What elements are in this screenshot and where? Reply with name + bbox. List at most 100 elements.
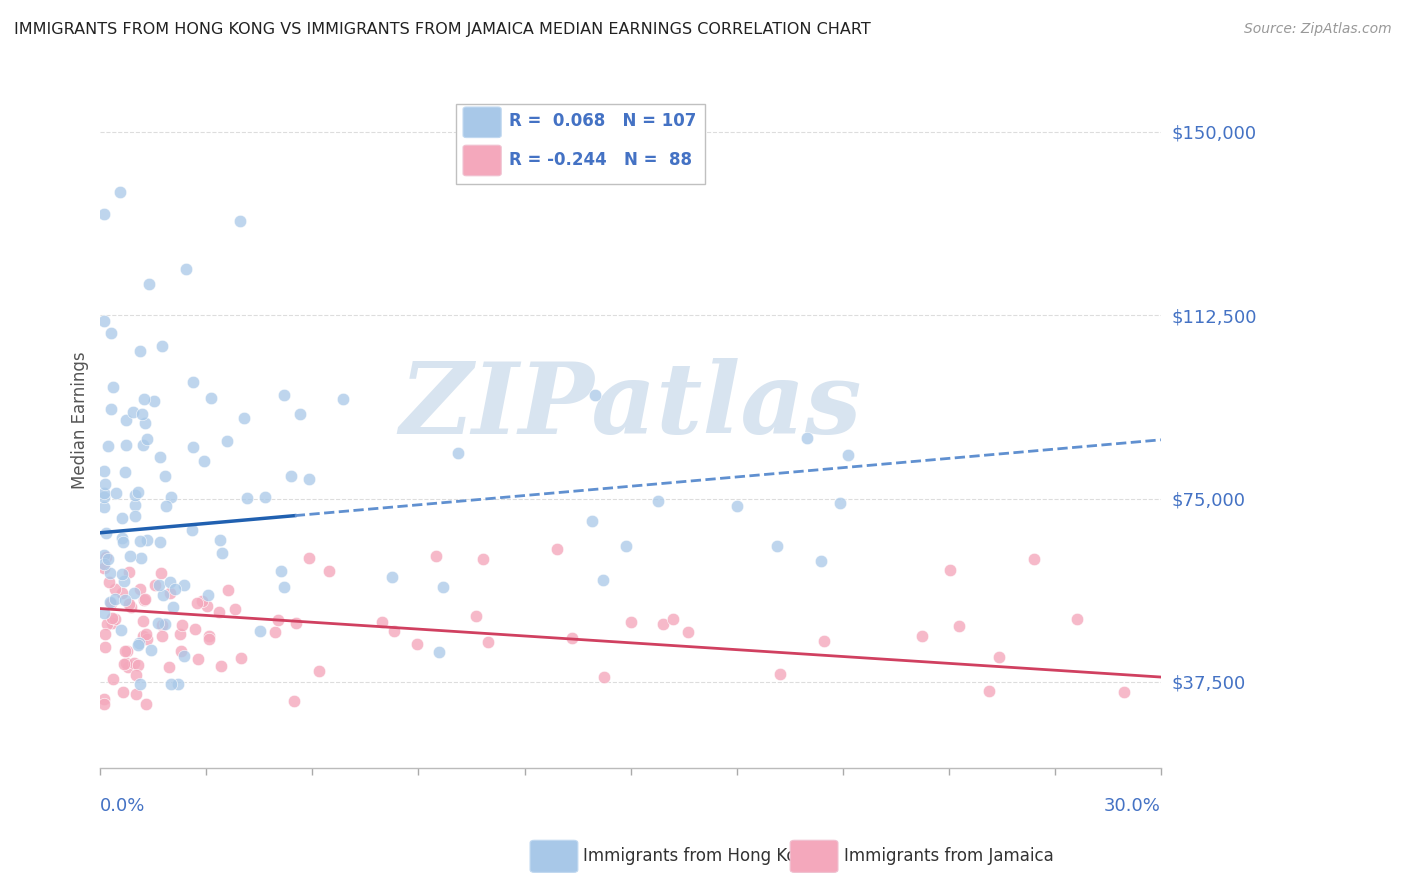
Point — [127, 658, 149, 673]
Point — [159, 574, 181, 589]
Point — [101, 379, 124, 393]
Point — [229, 214, 252, 228]
Point — [153, 468, 176, 483]
Point — [94, 477, 117, 491]
Point — [112, 535, 135, 549]
Point — [583, 388, 606, 402]
Point — [231, 650, 253, 665]
Point — [124, 687, 146, 701]
Point — [979, 683, 1001, 698]
Text: ZIPatlas: ZIPatlas — [399, 358, 862, 455]
Point — [93, 500, 115, 515]
Point — [127, 485, 149, 500]
Text: Immigrants from Jamaica: Immigrants from Jamaica — [844, 847, 1053, 865]
Point — [200, 392, 222, 406]
Point — [273, 580, 295, 594]
Point — [150, 617, 173, 632]
Point — [308, 665, 330, 679]
Point — [169, 627, 191, 641]
Point — [118, 565, 141, 579]
Point — [150, 629, 173, 643]
Point — [122, 405, 145, 419]
Point — [115, 657, 138, 671]
Point — [122, 586, 145, 600]
Point — [132, 614, 155, 628]
Point — [93, 314, 115, 328]
Point — [125, 668, 148, 682]
Point — [172, 618, 194, 632]
Text: R = -0.244   N =  88: R = -0.244 N = 88 — [509, 151, 692, 169]
Point — [191, 593, 214, 607]
Point — [104, 592, 127, 607]
Point — [174, 261, 197, 276]
Point — [114, 413, 136, 427]
Point — [120, 549, 142, 563]
Point — [129, 551, 152, 566]
Point — [948, 619, 970, 633]
Point — [97, 438, 120, 452]
Point — [110, 531, 132, 545]
Point — [472, 552, 495, 566]
Point — [100, 326, 122, 340]
Point — [93, 557, 115, 571]
Point — [283, 693, 305, 707]
Point — [465, 608, 488, 623]
Point — [837, 449, 859, 463]
Point — [135, 697, 157, 711]
Text: Immigrants from Hong Kong: Immigrants from Hong Kong — [583, 847, 818, 865]
Point — [93, 549, 115, 563]
Point — [195, 599, 218, 614]
Point — [134, 416, 156, 430]
Point — [128, 677, 150, 691]
Point — [662, 612, 685, 626]
Y-axis label: Median Earnings: Median Earnings — [72, 351, 89, 489]
Point — [96, 617, 118, 632]
Point — [332, 392, 354, 406]
Point — [114, 592, 136, 607]
Point — [129, 534, 152, 549]
Point — [108, 186, 131, 200]
Point — [150, 339, 173, 353]
Point — [249, 624, 271, 639]
Text: Source: ZipAtlas.com: Source: ZipAtlas.com — [1244, 22, 1392, 37]
Point — [94, 549, 117, 564]
Point — [141, 643, 163, 657]
Point — [280, 469, 302, 483]
Text: 30.0%: 30.0% — [1104, 797, 1161, 815]
Point — [148, 450, 170, 464]
Point — [97, 551, 120, 566]
Point — [264, 624, 287, 639]
Point — [100, 596, 122, 610]
Point — [581, 514, 603, 528]
Point — [138, 277, 160, 291]
Point — [766, 540, 789, 554]
Point — [170, 644, 193, 658]
Point — [187, 652, 209, 666]
Point — [136, 533, 159, 547]
Point — [105, 486, 128, 500]
Point — [267, 613, 290, 627]
Point — [298, 551, 321, 566]
Point — [193, 453, 215, 467]
Text: IMMIGRANTS FROM HONG KONG VS IMMIGRANTS FROM JAMAICA MEDIAN EARNINGS CORRELATION: IMMIGRANTS FROM HONG KONG VS IMMIGRANTS … — [14, 22, 870, 37]
Point — [129, 582, 152, 596]
Point — [198, 629, 221, 643]
Point — [124, 498, 146, 512]
Point — [173, 577, 195, 591]
Point — [143, 394, 166, 409]
Point — [112, 657, 135, 671]
Point — [152, 588, 174, 602]
Point — [197, 632, 219, 646]
Point — [128, 636, 150, 650]
Point — [111, 586, 134, 600]
Point — [132, 392, 155, 406]
Point — [173, 649, 195, 664]
Point — [134, 592, 156, 607]
Point — [122, 656, 145, 670]
Point — [93, 464, 115, 478]
Point — [939, 563, 962, 577]
Point — [810, 554, 832, 568]
Point — [98, 595, 121, 609]
Point — [769, 666, 792, 681]
Point — [159, 586, 181, 600]
